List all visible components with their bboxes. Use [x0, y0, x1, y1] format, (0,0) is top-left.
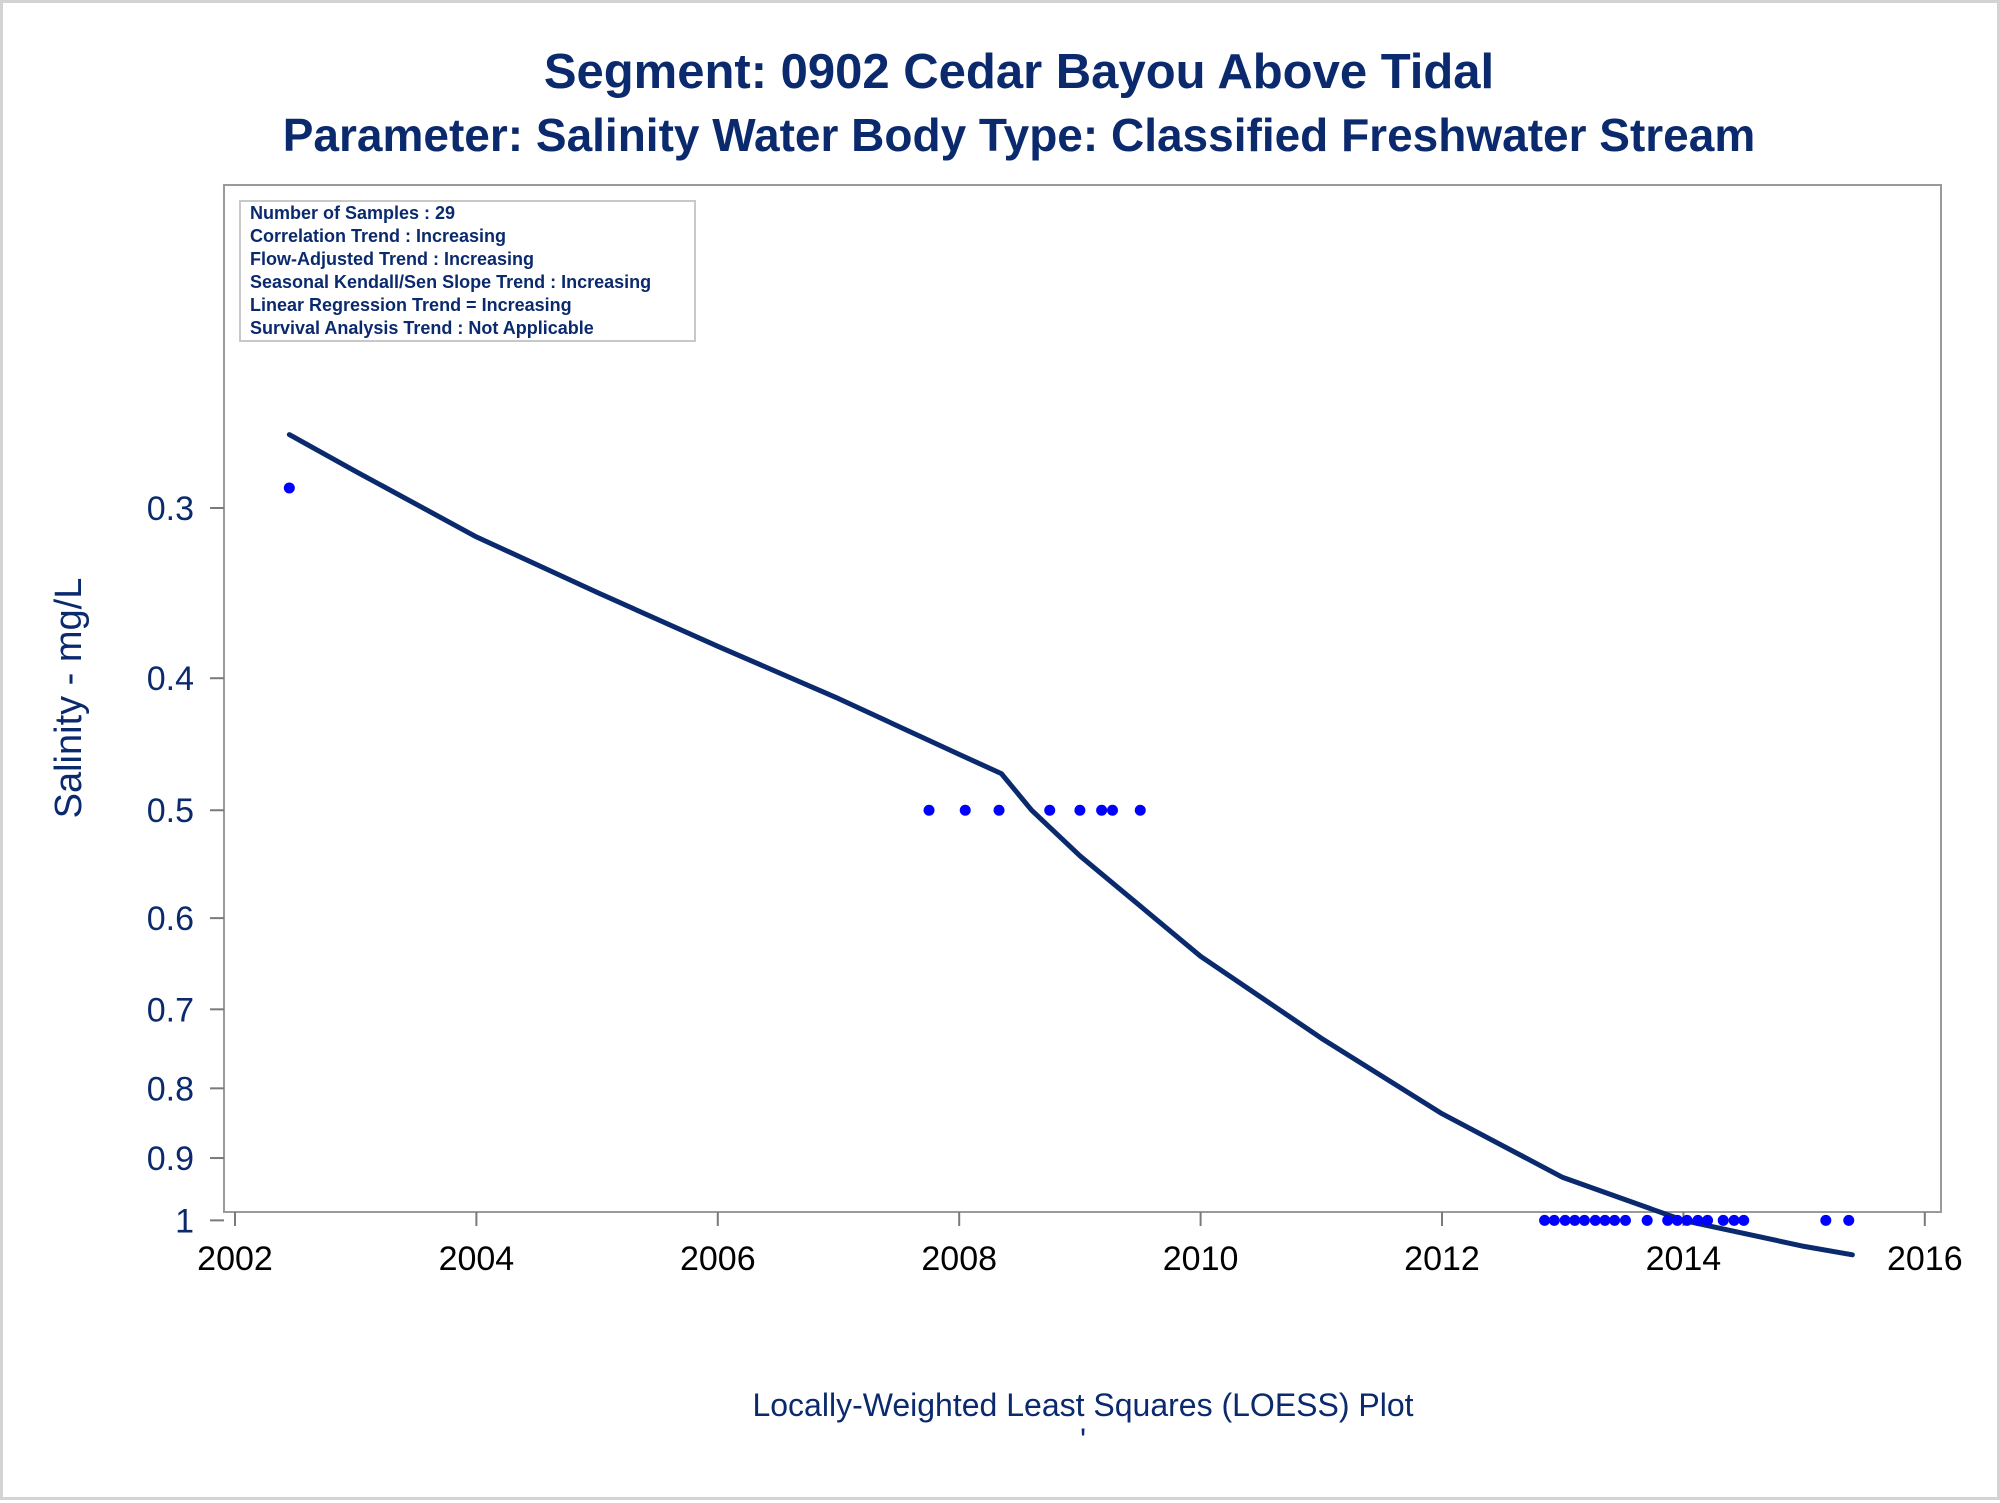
- y-axis: 0.3 0.4 0.5 0.6 0.7 0.8 0.9 1: [147, 490, 224, 1240]
- y-axis-label: Salinity - mg/L: [48, 578, 90, 819]
- sample-point: [1671, 1214, 1683, 1226]
- stats-line-seasonal-kendall: Seasonal Kendall/Sen Slope Trend : Incre…: [250, 272, 651, 292]
- x-axis-label: Locally-Weighted Least Squares (LOESS) P…: [752, 1387, 1413, 1423]
- trend-stats-box: Number of Samples : 29 Correlation Trend…: [239, 200, 696, 342]
- y-tick-label: 0.8: [147, 1070, 194, 1108]
- sample-point: [1681, 1214, 1693, 1226]
- x-tick-label: 2012: [1404, 1240, 1480, 1278]
- y-tick-label: 0.9: [147, 1140, 194, 1178]
- sample-point: [1843, 1214, 1855, 1226]
- sample-point: [923, 804, 935, 816]
- plot-area-frame: [223, 184, 1942, 1213]
- x-tick-label: 2016: [1887, 1240, 1963, 1278]
- chart-subtitle: Parameter: Salinity Water Body Type: Cla…: [283, 109, 1756, 161]
- y-tick-label: 0.5: [147, 792, 194, 830]
- trend-stats-box-border: [239, 200, 696, 342]
- y-tick-label: 1: [175, 1202, 194, 1240]
- sample-point: [1539, 1214, 1551, 1226]
- x-axis: 2002 2004 2006 2008 2010 2012 2014 2016: [197, 1212, 1963, 1278]
- stats-line-linear-regression: Linear Regression Trend = Increasing: [250, 295, 572, 315]
- sample-point: [1702, 1214, 1714, 1226]
- sample-point: [1044, 804, 1056, 816]
- sample-point: [1106, 804, 1118, 816]
- sample-points-layer: [283, 482, 1855, 1226]
- sample-point: [1548, 1214, 1560, 1226]
- sample-point: [1569, 1214, 1581, 1226]
- sample-point: [1096, 804, 1108, 816]
- y-tick-label: 0.7: [147, 991, 194, 1029]
- x-tick-label: 2002: [197, 1240, 273, 1278]
- x-tick-label: 2014: [1646, 1240, 1722, 1278]
- stats-line-samples: Number of Samples : 29: [250, 203, 455, 223]
- x-tick-label: 2010: [1163, 1240, 1239, 1278]
- sample-point: [993, 804, 1005, 816]
- stats-line-survival-analysis: Survival Analysis Trend : Not Applicable: [250, 318, 594, 338]
- y-tick-label: 0.3: [147, 490, 194, 528]
- loess-curve: [286, 432, 1855, 1258]
- sample-point: [1820, 1214, 1832, 1226]
- x-tick-label: 2004: [439, 1240, 515, 1278]
- sample-point: [1738, 1214, 1750, 1226]
- sample-point: [1619, 1214, 1631, 1226]
- sample-point: [1641, 1214, 1653, 1226]
- sample-point: [1728, 1214, 1740, 1226]
- footnote-mark: ': [1080, 1422, 1086, 1458]
- sample-point: [1559, 1214, 1571, 1226]
- stats-line-flow-adjusted: Flow-Adjusted Trend : Increasing: [250, 249, 534, 269]
- sample-point: [1662, 1214, 1674, 1226]
- sample-point: [959, 804, 971, 816]
- loess-curve-layer: [286, 432, 1855, 1258]
- chart-svg: Segment: 0902 Cedar Bayou Above Tidal Pa…: [48, 45, 1963, 1458]
- y-tick-label: 0.6: [147, 900, 194, 938]
- sample-point: [1609, 1214, 1621, 1226]
- stats-line-correlation: Correlation Trend : Increasing: [250, 226, 506, 246]
- x-tick-label: 2008: [921, 1240, 997, 1278]
- sample-point: [1134, 804, 1146, 816]
- sample-point: [1578, 1214, 1590, 1226]
- chart-title: Segment: 0902 Cedar Bayou Above Tidal: [544, 45, 1494, 99]
- x-tick-label: 2006: [680, 1240, 756, 1278]
- sample-point: [1599, 1214, 1611, 1226]
- sample-point: [1589, 1214, 1601, 1226]
- y-tick-label: 0.4: [147, 660, 194, 698]
- sample-point: [1074, 804, 1086, 816]
- sample-point: [283, 482, 295, 494]
- sample-point: [1717, 1214, 1729, 1226]
- sample-point: [1692, 1214, 1704, 1226]
